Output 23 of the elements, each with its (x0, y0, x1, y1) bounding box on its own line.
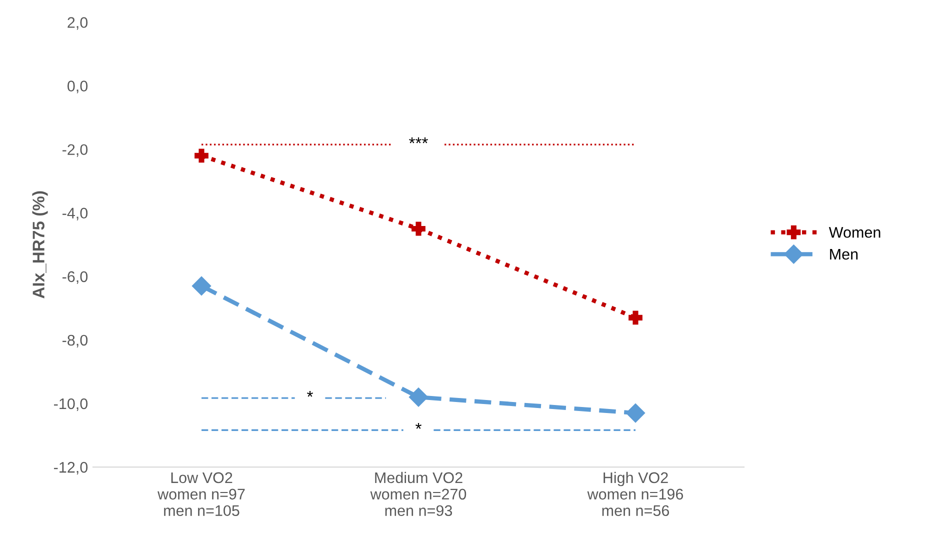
point (628, 310, 642, 325)
y-tick-label: 2,0 (68, 17, 88, 30)
point (626, 403, 646, 423)
legend-label: Women (828, 227, 880, 238)
y-tick-label: -10,0 (54, 398, 88, 411)
x-tick-label: High VO2 women n=196 men n=56 (587, 472, 684, 516)
annotation: * (307, 390, 313, 397)
y-tick-label: -8,0 (62, 334, 88, 348)
legend-label: Men (830, 249, 858, 260)
y-tick-label: 0,0 (68, 80, 88, 94)
x-tick-label: Low VO2 women n=97 men n=105 (158, 472, 245, 516)
y-tick-label: -2,0 (62, 144, 88, 157)
point (412, 222, 426, 236)
x-tick-label: Medium VO2 women n=270 men n=93 (370, 472, 466, 516)
point (192, 276, 212, 296)
point (408, 388, 428, 407)
annotation: *** (409, 137, 428, 144)
y-axis-title: AIx_HR75 (%) (32, 191, 48, 298)
point (194, 148, 208, 163)
y-tick-label: -4,0 (62, 208, 88, 220)
y-tick-label: -6,0 (62, 271, 88, 284)
y-tick-label: -12,0 (54, 462, 88, 475)
annotation: * (416, 422, 422, 429)
